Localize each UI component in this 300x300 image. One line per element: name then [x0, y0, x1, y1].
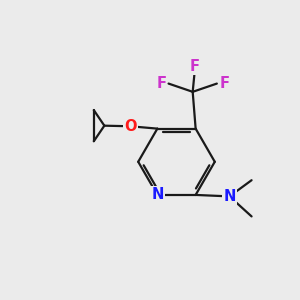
Text: F: F [156, 76, 166, 91]
Text: N: N [151, 188, 164, 202]
Text: O: O [124, 119, 136, 134]
Text: F: F [190, 59, 200, 74]
Text: N: N [223, 189, 236, 204]
Text: F: F [219, 76, 229, 91]
